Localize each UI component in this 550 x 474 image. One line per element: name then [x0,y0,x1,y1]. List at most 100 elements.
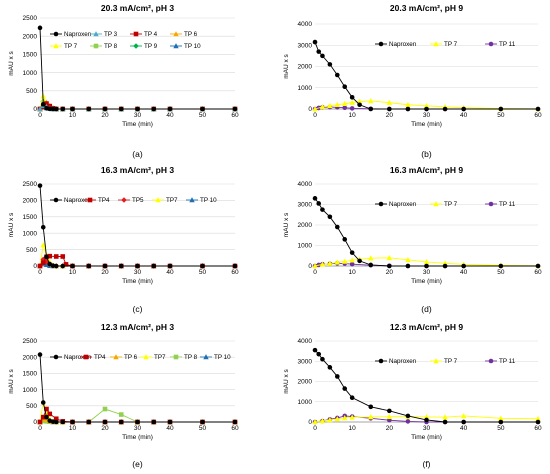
data-point-naproxen [342,386,348,391]
data-point-naproxen [50,106,56,112]
x-tick-label: 30 [134,112,142,119]
legend-marker-tp-11 [488,358,494,364]
series-line-tp7 [39,244,235,267]
legend-marker-tp-4 [133,31,139,37]
x-tick-label: 40 [166,425,174,432]
data-point-tp-11 [405,419,411,424]
data-point-naproxen [387,263,392,269]
series-line-naproxen [314,41,538,110]
x-tick-label: 60 [231,112,239,119]
data-point-tp-7 [349,257,355,263]
y-tick-label: 1000 [23,387,38,394]
chart-title: 20.3 mA/cm², pH 3 [101,3,174,13]
data-point-naproxen [118,419,124,425]
chart-panel-d: 16.3 mA/cm², pH 9 0 1000 2000 3000 4000 0 10 20 3… [283,165,542,314]
data-point-naproxen [342,84,348,89]
data-point-naproxen [461,106,466,112]
x-tick-label: 10 [69,425,77,432]
data-point-naproxen [102,419,108,425]
data-point-tp-7 [319,261,326,267]
x-tick-label: 0 [313,425,317,432]
data-point-tp-11 [349,106,355,111]
data-point-tp-7 [423,102,430,109]
data-point-tp-7 [342,100,348,106]
legend-marker-tp-10 [189,197,195,203]
x-tick-label: 60 [534,425,542,432]
legend-label-naproxen: Naproxen [64,197,92,204]
legend-label-tp7: TP7 [166,197,178,204]
data-point-naproxen [37,25,43,31]
y-tick-label: 500 [26,88,37,95]
legend-marker-tp-6 [113,354,119,360]
legend-marker-tp-6 [173,31,179,37]
data-point-naproxen [535,263,541,269]
x-axis-label: Time (min) [411,434,442,441]
data-point-naproxen [86,106,92,112]
x-tick-label: 30 [423,112,431,119]
y-tick-label: 500 [26,403,37,410]
panel-caption: (a) [132,149,143,159]
data-point-tp-7 [386,413,393,420]
legend: Naproxen TP4 TP5 TP7 TP 10 [50,197,217,204]
series-naproxen [37,352,238,425]
data-point-naproxen [387,106,392,112]
x-tick-label: 10 [349,425,357,432]
data-point-tp-11 [349,261,355,267]
x-tick-label: 20 [101,269,109,276]
data-point-naproxen [349,250,355,255]
legend-label-naproxen: Naproxen [64,31,92,38]
data-point-naproxen [405,263,411,269]
data-point-naproxen [151,263,157,269]
legend-marker-naproxen [378,201,384,207]
data-point-naproxen [118,106,124,112]
data-point-naproxen [327,62,333,67]
series-line-naproxen [314,198,538,267]
data-point-naproxen [335,224,340,230]
y-axis-label: mAU x s [8,368,15,393]
chart-panel-f: 12.3 mA/cm², pH 9 0 1000 2000 3000 4000 0 10 20 3… [283,322,542,469]
panel-caption: (e) [132,459,143,469]
data-point-tp-7 [386,99,393,105]
data-point-tp-7 [327,417,333,423]
chart-panel-b: 20.3 mA/cm², pH 9 0 1000 2000 3000 4000 0 10 20 3… [283,3,542,159]
data-point-naproxen [44,254,49,260]
data-point-naproxen [70,419,75,425]
legend-label-tp-11: TP 11 [499,358,516,365]
y-tick-label: 4000 [298,21,313,28]
data-point-naproxen [86,263,92,269]
data-point-naproxen [70,106,75,112]
data-point-naproxen [535,419,541,425]
data-point-tp-8 [102,406,108,412]
data-point-naproxen [320,53,325,59]
legend-marker-tp-3 [93,31,99,37]
data-point-tp-3 [37,106,43,112]
x-tick-label: 20 [101,425,109,432]
x-tick-label: 0 [313,112,317,119]
data-point-naproxen [405,413,411,419]
x-tick-label: 10 [349,269,357,276]
legend-label-tp4: TP4 [94,354,106,361]
data-point-naproxen [102,106,108,112]
chart-title: 12.3 mA/cm², pH 9 [390,322,463,332]
x-tick-label: 50 [497,112,505,119]
data-point-tp-7 [498,415,504,421]
y-tick-label: 0 [308,106,312,113]
data-point-naproxen [312,39,318,45]
legend-label-tp-8: TP 8 [104,43,118,50]
legend-marker-tp5 [121,197,127,203]
data-point-naproxen [368,404,374,410]
x-tick-label: 0 [38,269,42,276]
data-point-tp4 [47,411,53,417]
y-tick-label: 3000 [298,358,313,365]
x-axis-label: Time (min) [411,278,442,285]
data-point-tp-11 [342,105,348,111]
data-point-naproxen [342,237,348,242]
data-point-tp4 [40,414,46,420]
data-point-tp4 [40,260,46,266]
data-point-naproxen [349,95,355,100]
series-line-naproxen [39,27,235,110]
panel-caption: (f) [422,459,430,469]
y-tick-label: 1500 [23,214,38,221]
series-line-naproxen [39,185,235,267]
legend-marker-naproxen [53,31,59,37]
